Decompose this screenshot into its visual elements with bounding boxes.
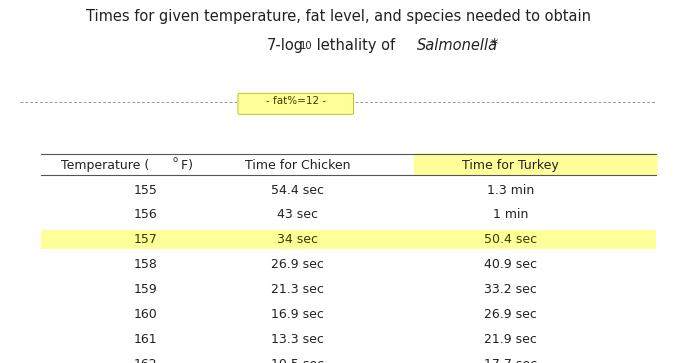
Text: 1 min: 1 min [493, 208, 528, 221]
Text: 34 sec: 34 sec [277, 233, 318, 246]
Text: 158: 158 [133, 258, 158, 271]
Text: 21.3 sec: 21.3 sec [271, 283, 324, 296]
Text: 50.4 sec: 50.4 sec [484, 233, 537, 246]
Text: 40.9 sec: 40.9 sec [484, 258, 537, 271]
Text: 161: 161 [134, 333, 157, 346]
Text: 7-log: 7-log [266, 38, 304, 53]
Text: 26.9 sec: 26.9 sec [271, 258, 324, 271]
Text: Salmonella: Salmonella [417, 38, 498, 53]
Text: 156: 156 [133, 208, 158, 221]
FancyBboxPatch shape [41, 230, 656, 249]
Text: - fat%=12 -: - fat%=12 - [266, 96, 326, 106]
Text: 155: 155 [133, 184, 158, 196]
Text: 21.9 sec: 21.9 sec [484, 333, 537, 346]
Text: 54.4 sec: 54.4 sec [271, 184, 324, 196]
FancyBboxPatch shape [238, 93, 354, 114]
Text: Time for Chicken: Time for Chicken [245, 159, 350, 172]
Text: 13.3 sec: 13.3 sec [271, 333, 324, 346]
Text: o: o [172, 155, 178, 164]
Text: Temperature (: Temperature ( [61, 159, 149, 172]
Text: 16.9 sec: 16.9 sec [271, 308, 324, 321]
Text: 10: 10 [299, 41, 312, 51]
Text: F): F) [177, 159, 193, 172]
Text: 157: 157 [133, 233, 158, 246]
Text: 160: 160 [133, 308, 158, 321]
Text: 17.7 sec: 17.7 sec [484, 358, 537, 363]
Text: 33.2 sec: 33.2 sec [484, 283, 537, 296]
FancyBboxPatch shape [414, 153, 658, 175]
Text: 43 sec: 43 sec [277, 208, 318, 221]
Text: 1.3 min: 1.3 min [487, 184, 534, 196]
Text: Time for Turkey: Time for Turkey [462, 159, 559, 172]
Text: Times for given temperature, fat level, and species needed to obtain: Times for given temperature, fat level, … [85, 9, 591, 24]
Text: 26.9 sec: 26.9 sec [484, 308, 537, 321]
Text: *: * [491, 38, 498, 53]
Text: 159: 159 [133, 283, 158, 296]
Text: 10.5 sec: 10.5 sec [271, 358, 324, 363]
Text: lethality of: lethality of [312, 38, 400, 53]
Text: 162: 162 [134, 358, 157, 363]
